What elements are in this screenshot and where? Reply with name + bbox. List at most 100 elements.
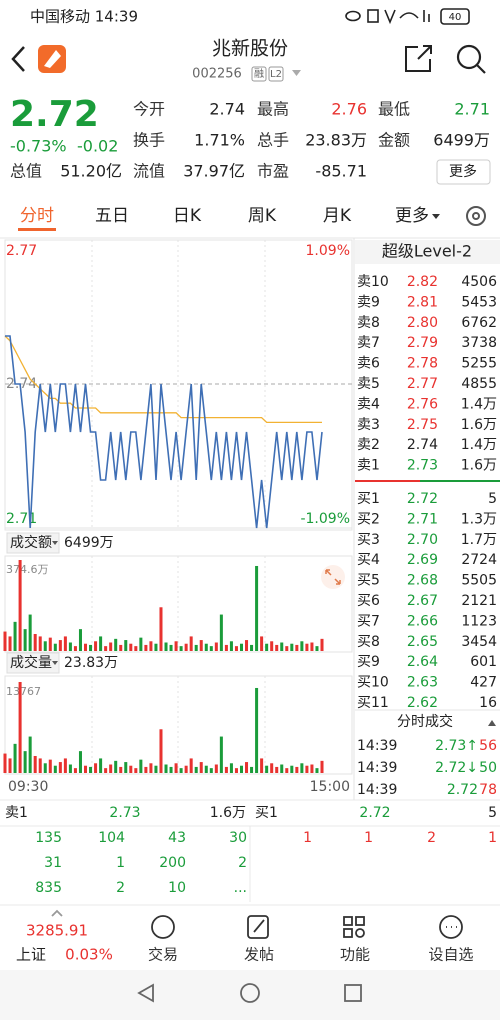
bar: [89, 766, 93, 773]
panel-max-label: 374.6万: [6, 563, 49, 576]
bar: [38, 758, 42, 773]
ask-order: 31: [44, 855, 62, 871]
bar: [144, 644, 148, 651]
trade-volume: 50: [479, 760, 497, 776]
bar: [13, 621, 17, 651]
nav-item[interactable]: 交易: [148, 946, 178, 964]
bar: [265, 765, 269, 773]
bar: [189, 758, 193, 773]
tab[interactable]: 更多: [395, 206, 429, 226]
book-label: 卖6: [357, 356, 380, 372]
tab[interactable]: 分时: [20, 206, 54, 226]
code-dropdown: [292, 70, 301, 76]
bar: [73, 646, 77, 651]
field-value: 51.20亿: [60, 162, 122, 181]
book-volume: 1.4万: [461, 437, 497, 453]
bar: [280, 642, 284, 651]
nav-icons: [51, 909, 463, 939]
book-label: 卖4: [357, 396, 380, 412]
ask-order: 2: [116, 880, 125, 896]
bar: [199, 762, 203, 773]
ask-order: 43: [168, 830, 186, 846]
book-volume: 5505: [461, 573, 497, 589]
nav-item[interactable]: 设自选: [428, 946, 473, 964]
tab[interactable]: 五日: [95, 206, 129, 226]
bar: [33, 633, 37, 651]
badge-box: [268, 66, 284, 82]
panel-selector[interactable]: [6, 652, 60, 674]
field-label: 总手: [257, 131, 289, 150]
carrier-time: 中国移动 14:39: [30, 8, 138, 26]
book-volume: 5453: [461, 294, 497, 310]
bar: [320, 638, 324, 651]
settings-button[interactable]: [466, 206, 486, 226]
expand-button[interactable]: [321, 565, 345, 589]
ask-order: 2: [238, 855, 247, 871]
book-price: 2.66: [407, 613, 438, 629]
book-label: 卖2: [357, 437, 380, 453]
trades-title: 分时成交: [397, 713, 453, 730]
last-price: 2.72: [10, 94, 99, 135]
panel-selector[interactable]: [6, 532, 60, 554]
bar: [104, 768, 108, 773]
field-value: 2.74: [209, 100, 245, 119]
bar: [99, 636, 103, 651]
book-price: 2.74: [407, 437, 438, 453]
bar: [255, 565, 259, 651]
bar: [184, 643, 188, 651]
nav-item[interactable]: 发帖: [244, 946, 274, 964]
bar: [234, 646, 238, 651]
nav-item[interactable]: 功能: [340, 946, 370, 964]
trade-time: 14:39: [357, 738, 397, 754]
tab[interactable]: 周K: [248, 206, 277, 226]
x-tick-label: 09:30: [8, 779, 48, 795]
bar: [139, 759, 143, 773]
battery-level: 40: [449, 12, 462, 23]
bar: [270, 641, 274, 651]
bar: [134, 768, 138, 773]
tab[interactable]: 月K: [323, 206, 352, 226]
bar: [280, 764, 284, 773]
bar: [204, 643, 208, 651]
book-volume: 2121: [461, 593, 497, 609]
bar: [63, 636, 67, 651]
field-label: 最高: [257, 100, 289, 119]
search-button[interactable]: [456, 44, 486, 74]
y-tick-label: 2.74: [6, 376, 37, 392]
pct-tick-label: -1.09%: [300, 511, 350, 527]
index-change: 0.03%: [65, 946, 113, 964]
trades-toggle[interactable]: [488, 720, 496, 726]
book-label: 买2: [357, 511, 380, 527]
more-button[interactable]: [436, 159, 491, 185]
system-nav-buttons[interactable]: [137, 983, 362, 1003]
level2-title: 超级Level-2: [382, 242, 472, 261]
book-label: 买3: [357, 532, 380, 548]
book-price: 2.67: [407, 593, 438, 609]
stock-code: 002256: [192, 67, 242, 82]
bar: [109, 642, 113, 651]
bar: [199, 640, 203, 651]
bar: [164, 642, 168, 651]
badge-box: [251, 66, 267, 82]
bar: [275, 644, 279, 651]
trade-time: 14:39: [357, 782, 397, 798]
back-button[interactable]: [11, 46, 25, 72]
bar: [18, 682, 22, 773]
bar: [169, 644, 173, 651]
book-price: 2.78: [407, 356, 438, 372]
book-label: 买9: [357, 654, 380, 670]
share-button[interactable]: [405, 45, 432, 72]
y-tick-label: 2.71: [6, 511, 37, 527]
trade-price: 2.72: [447, 782, 478, 798]
book-label: 卖7: [357, 335, 380, 351]
bar: [310, 764, 314, 773]
bar: [119, 766, 123, 773]
book-price: 2.81: [407, 294, 438, 310]
bid-order: 1: [303, 830, 312, 846]
tab[interactable]: 日K: [173, 206, 202, 226]
book-price: 2.69: [407, 552, 438, 568]
book-volume: 1.7万: [461, 532, 497, 548]
bar: [99, 758, 103, 773]
bar: [139, 637, 143, 651]
queue-volume: 5: [488, 805, 497, 821]
